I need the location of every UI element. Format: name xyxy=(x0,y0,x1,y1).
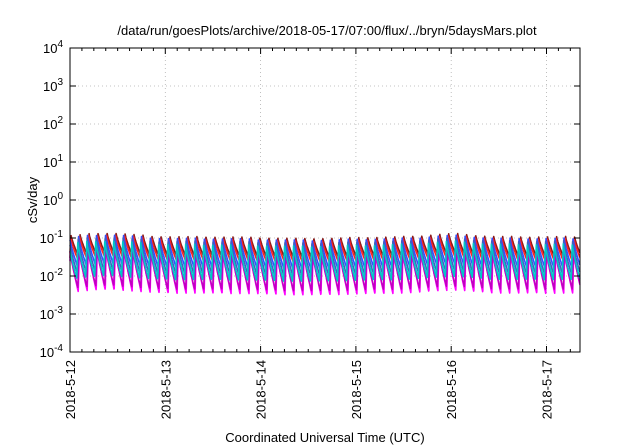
x-tick-label: 2018-5-15 xyxy=(349,360,364,419)
x-tick-label: 2018-5-12 xyxy=(63,360,78,419)
x-tick-label: 2018-5-16 xyxy=(444,360,459,419)
flux-series-line xyxy=(69,232,581,262)
x-axis-ticks: 2018-5-12 2018-5-13 2018-5-14 2018-5-15 2018… xyxy=(63,48,571,419)
flux-series-line xyxy=(69,237,581,277)
flux-series-line xyxy=(69,234,581,271)
x-tick-label: 2018-5-13 xyxy=(158,360,173,419)
y-tick-label: 101 xyxy=(43,153,63,170)
x-tick-label: 2018-5-17 xyxy=(540,360,555,419)
flux-series-line xyxy=(69,235,581,266)
y-tick-label: 102 xyxy=(43,115,63,132)
series-lines xyxy=(69,232,581,296)
y-tick-label: 100 xyxy=(43,191,63,208)
flux-series-line xyxy=(69,240,581,282)
chart-title: /data/run/goesPlots/archive/2018-05-17/0… xyxy=(117,23,537,38)
y-axis-ticks: 10-4 10-3 10-2 10-1 100 101 102 103 104 xyxy=(40,39,580,360)
y-tick-label: 10-3 xyxy=(40,305,64,322)
grid-lines xyxy=(70,48,580,352)
x-axis-label: Coordinated Universal Time (UTC) xyxy=(225,430,424,445)
y-axis-label: cSv/day xyxy=(25,176,40,223)
y-tick-label: 103 xyxy=(43,77,63,94)
y-tick-label: 104 xyxy=(43,39,63,56)
y-tick-label: 10-1 xyxy=(40,229,64,246)
y-tick-label: 10-4 xyxy=(40,343,64,360)
x-tick-label: 2018-5-14 xyxy=(254,360,269,419)
y-tick-label: 10-2 xyxy=(40,267,64,284)
